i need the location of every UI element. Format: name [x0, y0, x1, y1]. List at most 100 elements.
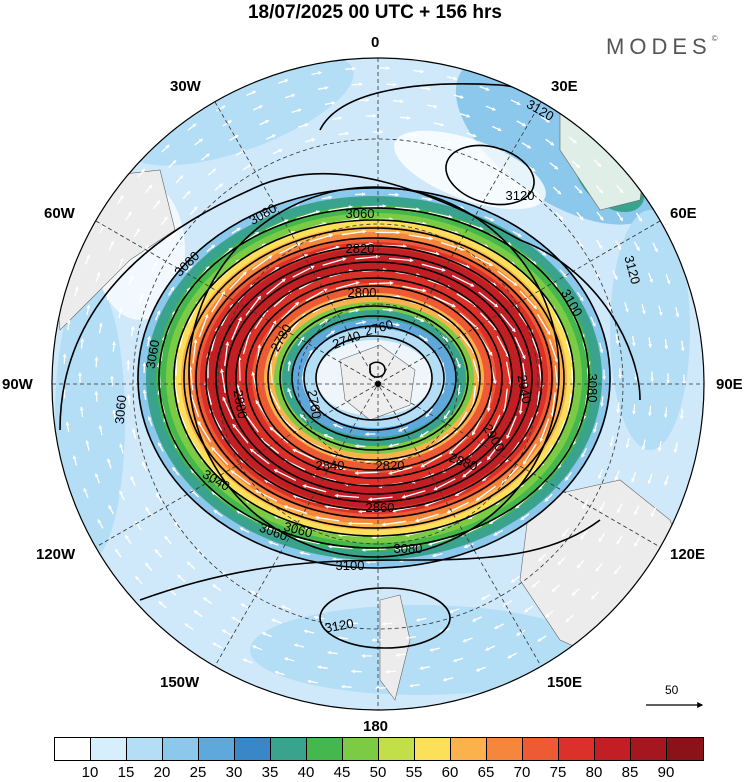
- wind-vector: [433, 295, 456, 308]
- colorbar-swatch: [451, 738, 487, 760]
- contour-label: 3060: [143, 339, 163, 370]
- wind-vector: [84, 254, 90, 265]
- wind-vector: [635, 212, 643, 223]
- wind-vector: [418, 334, 429, 342]
- wind-vector: [158, 600, 167, 609]
- wind-vector: [341, 229, 367, 236]
- wind-vector: [600, 396, 604, 408]
- wind-vector: [327, 650, 338, 655]
- wind-vector: [503, 168, 513, 175]
- wind-vector: [460, 113, 471, 118]
- colorbar-swatch: [415, 738, 451, 760]
- colorbar-swatch: [523, 738, 559, 760]
- wind-vector: [663, 407, 668, 419]
- wind-vector: [335, 281, 360, 290]
- wind-vector: [599, 501, 606, 512]
- wind-vector: [382, 308, 394, 312]
- contour-label: 2860: [366, 500, 395, 515]
- lon-label-60e: 60E: [670, 205, 697, 222]
- colorbar-tick-label: 60: [441, 764, 459, 781]
- wind-vector: [449, 608, 460, 613]
- wind-vector: [145, 506, 152, 517]
- wind-vector: [221, 629, 232, 636]
- wind-vector: [261, 632, 272, 638]
- wind-vector: [590, 591, 599, 600]
- contour-label: 3120: [621, 254, 643, 286]
- wind-vector: [574, 185, 583, 194]
- wind-vector: [427, 536, 452, 546]
- wind-vector: [381, 520, 407, 527]
- wind-vector: [232, 423, 249, 444]
- colorbar: [54, 737, 704, 761]
- wind-vector: [72, 455, 78, 466]
- contour-label: 3060: [346, 206, 375, 221]
- wind-vector: [321, 195, 333, 200]
- wind-vector: [160, 216, 168, 226]
- wind-vector: [475, 485, 496, 501]
- wind-vector: [361, 547, 387, 552]
- wind-vector: [433, 478, 456, 491]
- wind-vector: [455, 357, 461, 369]
- wind-vector: [133, 227, 140, 238]
- wind-vector: [246, 90, 257, 96]
- wind-vector: [354, 444, 366, 448]
- wind-vector: [164, 535, 172, 545]
- wind-vector: [291, 108, 303, 114]
- wind-vector: [408, 234, 434, 241]
- wind-vector: [616, 503, 623, 514]
- wind-vector: [355, 320, 367, 325]
- wind-vector: [212, 584, 222, 592]
- wind-vector: [249, 448, 270, 465]
- wind-vector: [673, 442, 678, 454]
- wind-vector: [354, 471, 380, 475]
- wind-vector: [297, 336, 305, 346]
- wind-vector: [293, 643, 305, 648]
- brand-logo: MODES©: [606, 34, 718, 60]
- wind-vector: [485, 105, 497, 111]
- colorbar-swatch: [343, 738, 379, 760]
- wind-vector: [459, 220, 484, 231]
- wind-vector: [393, 99, 404, 104]
- wind-vector: [118, 257, 124, 268]
- wind-vector: [606, 300, 612, 312]
- contour-label: 3120: [506, 188, 535, 203]
- wind-vector: [188, 365, 194, 391]
- brand-name: MODES: [606, 34, 712, 59]
- wind-vector: [259, 437, 280, 454]
- colorbar-ticks: 10 15 20 25 30 35 40 45 50 55 60 65 70 75 80 85 90: [54, 764, 702, 782]
- map-title: 18/07/2025 00 UTC + 156 hrs: [247, 2, 503, 23]
- wind-vector: [479, 85, 490, 91]
- wind-vector: [641, 303, 646, 315]
- wind-vector: [97, 518, 104, 529]
- wind-vector: [266, 134, 277, 140]
- wind-vector: [612, 270, 618, 281]
- wind-vector: [515, 629, 526, 636]
- wind-vector: [446, 76, 458, 81]
- wind-vector: [565, 614, 574, 623]
- wind-vector: [272, 149, 283, 155]
- wind-vector: [634, 537, 641, 547]
- colorbar-swatch: [595, 738, 631, 760]
- wind-vector: [141, 461, 148, 472]
- wind-vector: [167, 286, 175, 296]
- wind-vector: [389, 322, 400, 327]
- wind-vector: [332, 423, 344, 429]
- wind-vector: [151, 261, 158, 272]
- wind-vector: [355, 254, 381, 260]
- wind-vector: [564, 471, 573, 482]
- wind-vector: [108, 504, 115, 515]
- wind-vector: [135, 575, 143, 585]
- wind-vector: [614, 470, 620, 481]
- wind-vector: [507, 652, 518, 659]
- wind-vector: [484, 216, 495, 222]
- wind-vector: [395, 652, 407, 657]
- wind-vector: [119, 443, 124, 454]
- wind-vector: [98, 322, 103, 334]
- wind-vector: [407, 133, 418, 138]
- wind-vector: [499, 312, 516, 333]
- wind-vector: [322, 257, 347, 266]
- wind-vector: [599, 342, 604, 354]
- wind-vector: [602, 369, 607, 381]
- lon-label-30e: 30E: [551, 78, 578, 95]
- wind-vector: [309, 402, 318, 412]
